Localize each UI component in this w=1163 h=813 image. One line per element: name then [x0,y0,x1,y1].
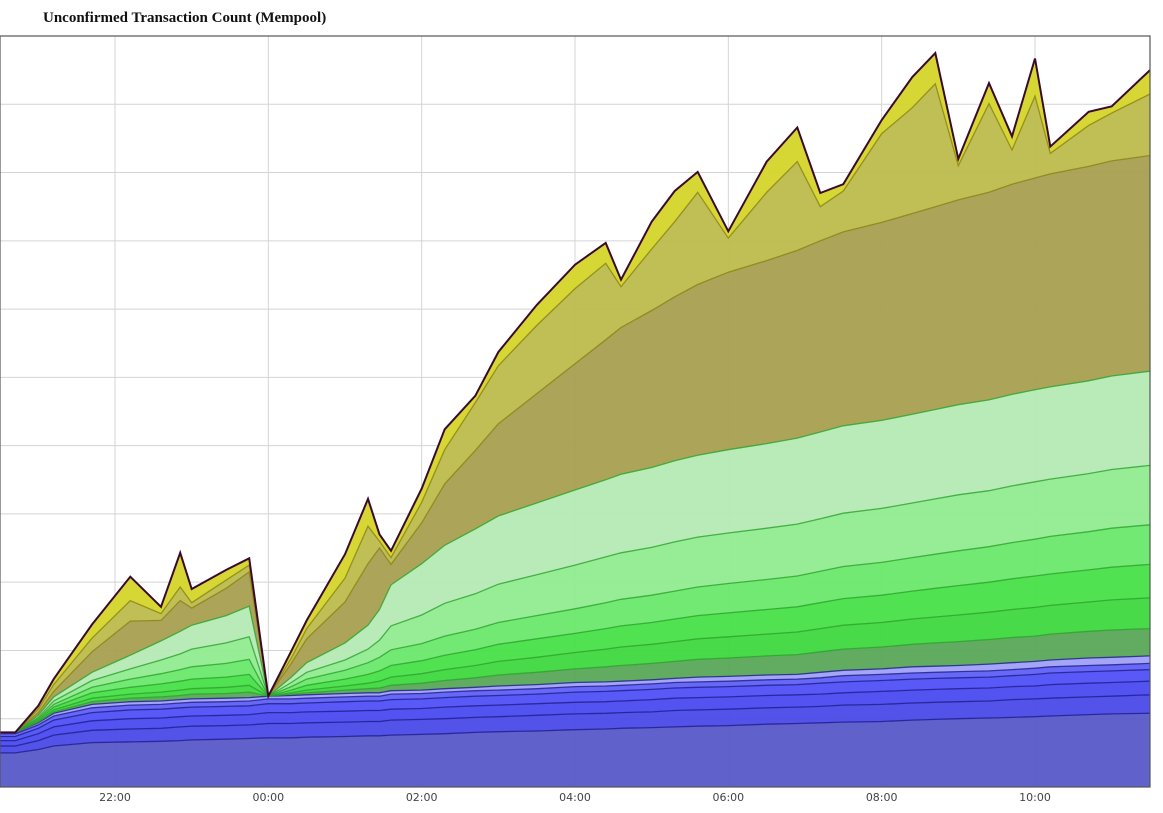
series-line-2 [0,680,1151,742]
x-tick-label: 06:00 [712,791,744,804]
chart-title: Unconfirmed Transaction Count (Mempool) [43,10,327,26]
x-tick-label: 22:00 [99,791,131,804]
series-line-5 [0,655,1151,734]
series-line-3 [0,668,1151,738]
area-series-3 [0,669,1150,741]
area-series-9 [0,524,1150,733]
series-line-1 [0,694,1151,747]
series-line-11 [0,370,1151,734]
series-line-10 [0,464,1151,734]
x-tick-label: 08:00 [866,791,898,804]
area-series-6 [0,628,1150,733]
series-line-9 [0,524,1151,734]
x-tick-label: 02:00 [406,791,438,804]
total-line [0,51,1151,734]
x-tick-label: 10:00 [1019,791,1051,804]
series-line-0 [0,712,1151,754]
series-line-6 [0,627,1151,734]
x-tick-label: 00:00 [252,791,284,804]
area-series-0 [0,713,1150,787]
area-series-8 [0,564,1150,733]
area-series-5 [0,655,1150,734]
series-line-13 [0,82,1151,734]
series-line-4 [0,662,1151,735]
area-series-11 [0,371,1150,733]
series-line-8 [0,563,1151,734]
area-series-12 [0,155,1150,733]
plot-frame [0,35,1151,788]
x-tick-label: 04:00 [559,791,591,804]
area-series-4 [0,663,1150,737]
series-line-12 [0,154,1151,734]
area-series-1 [0,694,1150,753]
series-line-7 [0,597,1151,734]
area-series-7 [0,597,1150,733]
area-series-13 [0,83,1150,733]
area-series-10 [0,465,1150,733]
